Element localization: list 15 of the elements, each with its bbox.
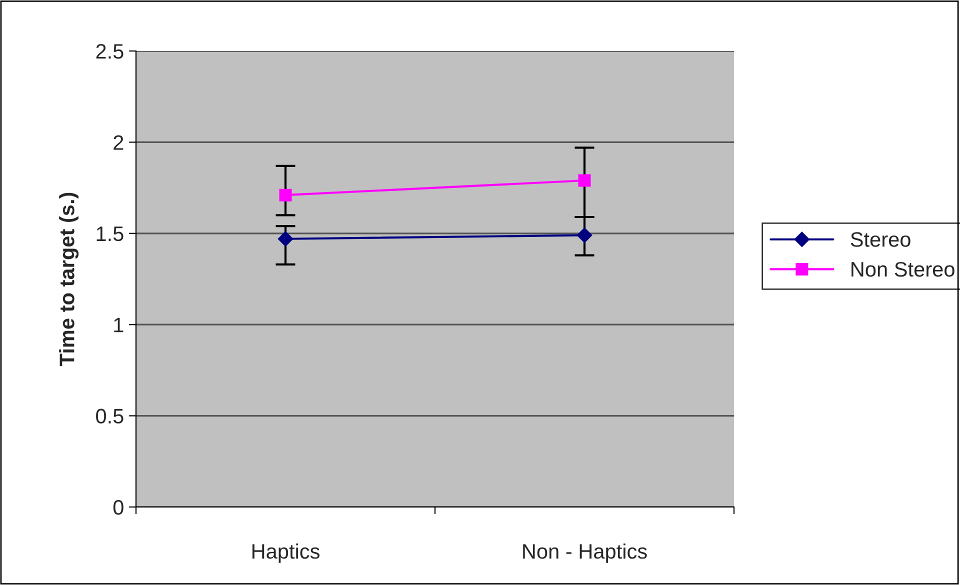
point	[576, 228, 592, 243]
legend-label: Stereo	[850, 232, 910, 247]
y-tick-label: 1	[114, 318, 124, 332]
y-tick-label: 1.5	[96, 226, 124, 242]
legend-label: Non Stereo	[852, 262, 954, 277]
y-tick-label: 0.5	[96, 408, 124, 424]
x-tick-label: Non - Haptics	[523, 543, 647, 563]
y-tick-label: 2	[114, 135, 124, 150]
point	[279, 188, 292, 202]
y-tick-label: 0	[113, 500, 124, 515]
y-axis-title: Time to target (s.)	[59, 192, 79, 366]
x-tick-label: Haptics	[252, 543, 320, 563]
point	[578, 174, 591, 187]
y-tick-label: 2.5	[96, 44, 124, 59]
point	[278, 231, 294, 246]
